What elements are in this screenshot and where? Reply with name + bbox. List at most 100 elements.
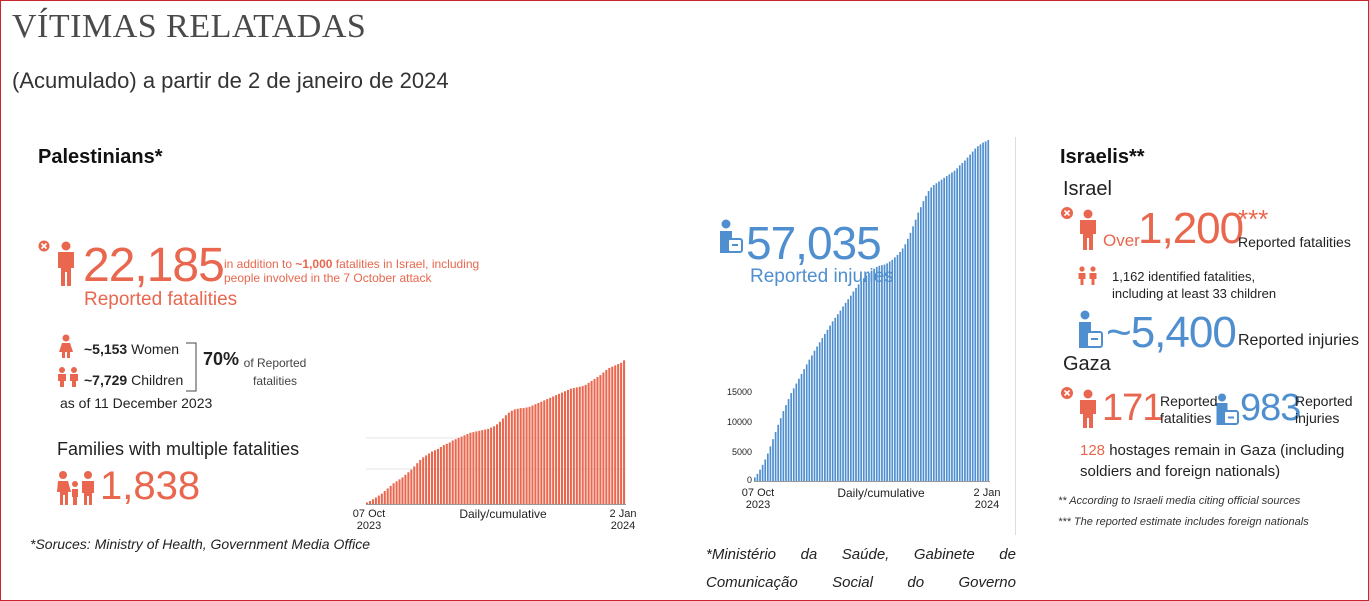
palestinian-fatalities-bar-29 (451, 440, 454, 504)
injuries-bar-5 (766, 453, 769, 481)
children-count: ~7,729 Children (84, 372, 184, 388)
palestinian-fatalities-bar-20 (425, 455, 428, 504)
injuries-bar-20 (805, 364, 808, 481)
palestinian-fatalities-bar-26 (442, 445, 445, 504)
injuries-bar-17 (798, 378, 800, 481)
palestinian-fatalities-bar-53 (522, 408, 525, 504)
palestinian-fatalities-bar-18 (419, 459, 422, 504)
injuries-bar-65 (922, 201, 925, 481)
palestinian-fatalities-bar-13 (404, 474, 407, 504)
injuries-bar-45 (870, 270, 873, 481)
palestinian-fatalities-bar-54 (525, 407, 528, 504)
injuries-bar-85 (974, 148, 977, 481)
injuries-bar-44 (868, 272, 870, 481)
israel-injury-icon (1079, 310, 1103, 348)
injuries-bar-40 (857, 284, 860, 481)
palestinian-fatalities-bar-14 (407, 472, 410, 504)
injuries-bar-32 (836, 314, 839, 481)
fatality-person-icon (38, 240, 74, 286)
gaza-heading: Gaza (1063, 353, 1111, 375)
palestinian-fatalities-bar-48 (507, 412, 510, 504)
injuries-bar-48 (878, 265, 881, 481)
injuries-bar-26 (821, 338, 824, 481)
palestinian-fatalities-bar-41 (487, 428, 490, 504)
palestinian-fatalities-value: 22,185 (83, 239, 225, 292)
injuries-bar-60 (909, 232, 912, 481)
israel-injuries-label: Reported injuries (1238, 332, 1359, 349)
palestinian-fatalities-bar-24 (436, 448, 439, 504)
palestinian-fatalities-bar-67 (563, 391, 566, 504)
israel-fatalities-value: 1,200 (1138, 204, 1244, 253)
injuries-bar-51 (886, 263, 888, 481)
families-heading: Families with multiple fatalities (57, 439, 300, 459)
palestinian-fatalities-bar-34 (466, 434, 469, 504)
israel-fatalities-stars: *** (1238, 204, 1269, 234)
injuries-bar-46 (873, 268, 875, 481)
inj-y-tick-5000: 5000 (731, 447, 752, 457)
injuries-source: *Ministério da Saúde, Gabinete de Comuni… (706, 546, 1016, 591)
injuries-bar-28 (826, 329, 829, 481)
palestinian-fatalities-bar-23 (433, 450, 436, 504)
palestinian-fatalities-bar-12 (401, 477, 404, 504)
injuries-bar-42 (862, 278, 865, 481)
palestinian-fatalities-bar-44 (496, 424, 499, 504)
injuries-bar-43 (865, 275, 868, 481)
injuries-bar-2 (759, 469, 761, 481)
injuries-bar-31 (834, 317, 837, 481)
injuries-bar-79 (958, 165, 961, 481)
injuries-bar-36 (847, 299, 850, 481)
palestinian-fatalities-bar-86 (620, 362, 623, 504)
palestinian-fatalities-bar-78 (596, 377, 599, 504)
palestinian-fatalities-bar-85 (617, 364, 620, 504)
injuries-bar-3 (761, 464, 764, 481)
palestinian-fatalities-bar-9 (392, 483, 395, 504)
as-of-date: as of 11 December 2023 (60, 395, 213, 411)
palestinian-fatalities-bar-36 (472, 432, 475, 504)
injuries-bar-54 (894, 257, 896, 481)
palestinian-fatalities-bar-74 (584, 384, 587, 504)
injuries-bar-66 (925, 195, 927, 481)
hostages-text: 128 hostages remain in Gaza (including so… (1080, 442, 1345, 480)
palestinian-fatalities-bar-56 (531, 405, 534, 504)
palestinian-fatalities-bar-64 (555, 395, 558, 504)
injuries-bar-86 (977, 146, 979, 481)
injuries-bar-89 (984, 141, 987, 481)
injuries-bar-78 (956, 168, 958, 481)
palestinian-fatalities-bar-55 (528, 406, 531, 504)
palestinian-fatalities-bar-5 (380, 493, 383, 504)
palestinian-fatalities-bar-66 (561, 392, 564, 504)
injuries-bar-37 (849, 295, 852, 481)
injuries-bar-70 (935, 183, 938, 481)
injuries-bar-84 (971, 151, 974, 481)
injury-person-icon (720, 219, 743, 253)
share-value: 70% (203, 349, 240, 369)
injuries-bar-10 (779, 418, 782, 481)
children-icon (58, 367, 78, 387)
palestinian-fatalities-bar-39 (481, 430, 484, 504)
palestinian-fatalities-bar-15 (410, 469, 413, 504)
injuries-bar-50 (883, 264, 886, 481)
inj-x-start-label: 07 Oct 2023 (741, 487, 775, 511)
palestinian-fatalities-bar-46 (501, 418, 504, 504)
injuries-bar-38 (852, 291, 855, 481)
injuries-bar-72 (940, 179, 943, 482)
palestinian-fatalities-bar-72 (578, 386, 581, 504)
palestinian-fatalities-bar-8 (389, 485, 392, 504)
palestinian-fatalities-bar-77 (593, 378, 596, 504)
palestinian-fatalities-bar-69 (569, 388, 572, 504)
family-icon (57, 471, 94, 505)
palestinian-fatalities-bar-4 (377, 495, 380, 504)
palestinian-fatalities-bar-37 (475, 431, 478, 504)
injuries-bar-71 (938, 181, 940, 481)
palestinian-fatalities-bar-62 (549, 397, 552, 504)
injuries-value: 57,035 (746, 217, 882, 269)
injuries-bar-75 (948, 174, 951, 481)
families-value: 1,838 (100, 464, 201, 508)
palestinian-fatalities-bar-57 (534, 404, 537, 504)
palestinian-fatalities-bar-71 (575, 387, 578, 504)
gaza-fatality-icon (1061, 387, 1096, 428)
injuries-bar-30 (831, 321, 834, 481)
bracket (186, 342, 197, 392)
identified-fatalities-text: 1,162 identified fatalities, including at… (1112, 269, 1277, 301)
woman-icon (59, 334, 73, 358)
